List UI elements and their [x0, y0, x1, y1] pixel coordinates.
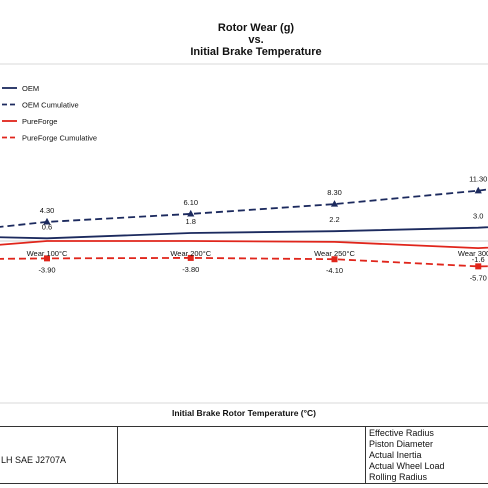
- sample-description: ont LH SAE J2707A: [0, 455, 67, 465]
- param-effective-radius: Effective Radius: [369, 428, 434, 438]
- param-actual-wheel-load: Actual Wheel Load: [369, 461, 445, 471]
- legend-entry: OEM: [22, 84, 39, 93]
- data-label: 4.30: [40, 206, 55, 215]
- x-tick-labels: Wear 100°C Wear 200°C Wear 250°C Wear 300°C…: [27, 249, 488, 258]
- data-label: -3.90: [38, 265, 55, 274]
- legend-entry: PureForge: [22, 117, 57, 126]
- sample-cell: ont LH SAE J2707A: [0, 427, 118, 483]
- data-point: [187, 209, 195, 217]
- param-piston-diameter: Piston Diameter: [369, 439, 434, 449]
- data-label: -4.10: [326, 266, 343, 275]
- data-point: [43, 217, 51, 225]
- series-line: [0, 188, 488, 228]
- data-point: [474, 186, 482, 194]
- chart-title-line-2: vs.: [248, 34, 263, 46]
- data-point: [475, 263, 482, 270]
- series-line: [0, 256, 488, 268]
- x-tick-label: Wear 200°C: [170, 249, 211, 258]
- data-label: -3.80: [182, 265, 199, 274]
- plot-area: [0, 63, 488, 404]
- data-label: 6.10: [183, 198, 198, 207]
- data-labels: 0.61.82.23.04.69.04.306.108.3011.3015.90…: [38, 175, 487, 283]
- rotor-wear-chart: Rotor Wear (g) vs. Initial Brake Tempera…: [0, 22, 488, 418]
- data-label: -5.70: [470, 273, 487, 282]
- param-actual-inertia: Actual Inertia: [369, 450, 422, 460]
- data-label: -1.6: [472, 255, 485, 264]
- legend: OEM OEM Cumulative PureForge PureForge Cumu…: [2, 84, 97, 143]
- data-point: [331, 256, 338, 263]
- series-line: [0, 226, 488, 240]
- data-point: [187, 254, 194, 261]
- data-label: 1.8: [186, 217, 196, 226]
- series-line: [0, 240, 488, 250]
- data-point: [330, 200, 339, 207]
- x-axis-title: Initial Brake Rotor Temperature (°C): [172, 408, 316, 418]
- x-tick-label: Wear 250°C: [314, 249, 355, 258]
- data-label: 2.2: [329, 215, 339, 224]
- parameters-cell: Effective Radius Piston Diameter Actual …: [366, 427, 488, 483]
- x-tick-label: Wear 100°C: [27, 249, 68, 258]
- legend-entry: OEM Cumulative: [22, 101, 79, 110]
- data-label: 8.30: [327, 188, 342, 197]
- chart-title-line-1: Rotor Wear (g): [218, 22, 295, 34]
- series-layer: [0, 186, 488, 270]
- data-label: 3.0: [473, 212, 483, 221]
- test-info-table: ont LH SAE J2707A Effective Radius Pisto…: [0, 426, 488, 484]
- x-tick-label: Wear 300°C: [458, 249, 488, 258]
- param-rolling-radius: Rolling Radius: [369, 472, 428, 482]
- chart-title-line-3: Initial Brake Temperature: [190, 46, 321, 58]
- data-label: 11.30: [469, 175, 487, 184]
- data-point: [44, 255, 50, 262]
- data-label: 0.6: [42, 222, 52, 231]
- blank-cell: [118, 427, 366, 483]
- legend-entry: PureForge Cumulative: [22, 134, 97, 143]
